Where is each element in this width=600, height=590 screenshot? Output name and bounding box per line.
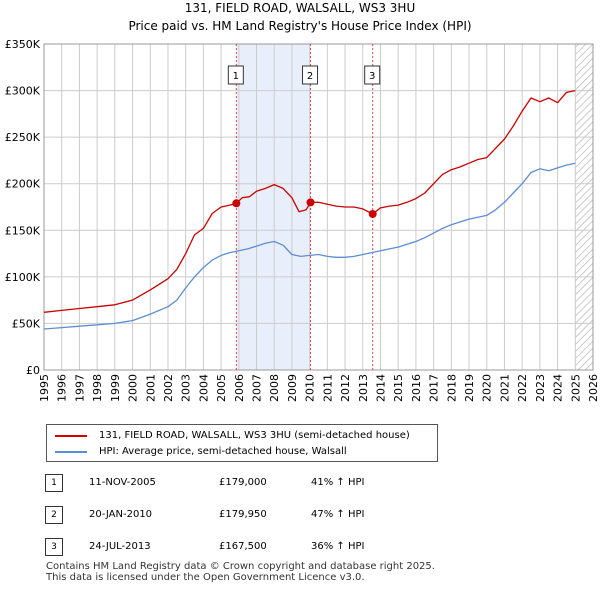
x-tick-label: 2000 [127,374,140,402]
x-tick-label: 2001 [144,374,157,402]
x-tick-label: 1995 [38,374,51,402]
sale-marker-box [302,65,319,85]
x-tick-label: 2005 [215,374,228,402]
x-tick-label: 2004 [197,374,210,402]
sale-date: 20-JAN-2010 [89,509,153,520]
x-tick-label: 2007 [251,374,264,402]
x-tick-label: 2017 [428,374,441,402]
x-tick-label: 2018 [445,374,458,402]
x-tick-label: 1996 [56,374,69,402]
sale-hpi-change: 47% ↑ HPI [311,509,365,520]
sale-point [368,209,377,218]
sale-price: £179,950 [219,509,267,520]
sale-date: 24-JUL-2013 [89,541,151,552]
x-tick-label: 2006 [233,374,246,402]
y-tick-label: £100K [5,271,41,284]
sale-marker-box [364,65,381,85]
plot-border [43,43,594,371]
x-tick-label: 2009 [286,374,299,402]
x-tick-label: 2015 [392,374,405,402]
x-tick-label: 1998 [91,374,104,402]
x-tick-label: 2002 [162,374,175,402]
x-tick-label: 2010 [304,374,317,402]
y-tick-label: £0 [26,364,40,377]
y-tick-label: £350K [5,38,41,51]
hatched-forecast-region [575,44,593,370]
x-tick-label: 2020 [481,374,494,402]
sale-marker-number: 2 [307,71,313,82]
x-tick-label: 2021 [498,374,511,402]
property-price-line [43,89,576,313]
footer-copyright: Contains HM Land Registry data © Crown c… [46,561,435,572]
legend: 131, FIELD ROAD, WALSALL, WS3 3HU (semi-… [46,424,438,462]
sale-row: 3 24-JUL-2013 £167,500 36% ↑ HPI [45,538,465,560]
x-tick-label: 1999 [109,374,122,402]
sale-marker-number: 1 [233,71,239,82]
chart-subtitle: Price paid vs. HM Land Registry's House … [128,19,472,33]
legend-property-label: 131, FIELD ROAD, WALSALL, WS3 3HU (semi-… [99,430,410,441]
y-tick-label: £150K [5,224,41,237]
sale-number-badge: 3 [45,538,63,556]
x-tick-label: 2008 [268,374,281,402]
sale-point [306,198,315,207]
sale-marker-number: 3 [369,71,375,82]
x-tick-label: 2014 [374,374,387,402]
x-tick-label: 2012 [339,374,352,402]
x-tick-label: 2025 [569,374,582,402]
y-tick-label: £300K [5,85,41,98]
x-tick-label: 2013 [357,374,370,402]
x-tick-label: 2022 [516,374,529,402]
x-tick-label: 2023 [534,374,547,402]
chart-title: 131, FIELD ROAD, WALSALL, WS3 3HU [184,1,416,15]
y-tick-label: £250K [5,131,41,144]
y-tick-label: £200K [5,178,41,191]
property-line-swatch [55,435,87,437]
y-tick-label: £50K [12,317,41,330]
sale-number-badge: 1 [45,474,63,492]
shaded-period [236,44,311,370]
x-tick-label: 2016 [410,374,423,402]
sale-price: £179,000 [219,477,267,488]
sale-hpi-change: 41% ↑ HPI [311,477,365,488]
x-tick-label: 2024 [552,374,565,402]
hpi-line-swatch [55,451,87,453]
sale-marker-box [227,65,244,85]
sale-point [232,199,241,208]
footer-licence: This data is licensed under the Open Gov… [46,572,365,583]
x-tick-label: 2003 [180,374,193,402]
sale-row: 2 20-JAN-2010 £179,950 47% ↑ HPI [45,506,465,528]
sale-date: 11-NOV-2005 [89,477,156,488]
x-tick-label: 2019 [463,374,476,402]
x-tick-label: 2026 [587,374,600,402]
price-chart: 1 2 3 £0 £50K £100K £150K £200K £250K £300K £350K… [5,38,600,402]
sale-hpi-change: 36% ↑ HPI [311,541,365,552]
legend-hpi-label: HPI: Average price, semi-detached house,… [99,446,347,457]
sale-number-badge: 2 [45,506,63,524]
x-tick-label: 2011 [321,374,334,402]
x-tick-label: 1997 [73,374,86,402]
sale-row: 1 11-NOV-2005 £179,000 41% ↑ HPI [45,474,465,496]
sale-price: £167,500 [219,541,267,552]
hpi-line [43,162,576,330]
